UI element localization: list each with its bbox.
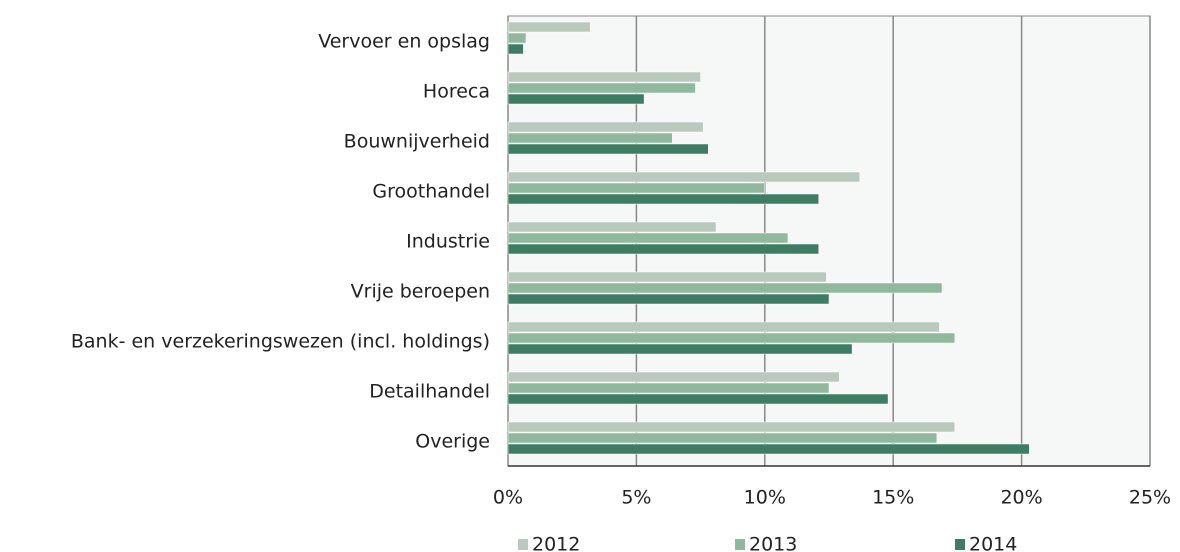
x-tick-label: 25% [1129, 487, 1171, 509]
legend-label: 2013 [749, 534, 797, 552]
y-tick-label: Vrije beroepen [351, 281, 490, 303]
legend-label: 2012 [532, 534, 580, 552]
y-tick-label: Detailhandel [369, 381, 490, 403]
bar [507, 193, 819, 205]
bar [507, 82, 696, 94]
bar [507, 43, 524, 55]
x-tick-label: 10% [744, 487, 786, 509]
bar [507, 121, 704, 133]
bar [507, 321, 940, 333]
bar [507, 282, 943, 294]
y-tick-label: Horeca [423, 81, 490, 103]
y-tick-label: Vervoer en opslag [318, 31, 490, 53]
bar [507, 71, 701, 83]
bar [507, 32, 527, 44]
bar [507, 382, 830, 394]
legend-swatch [518, 539, 528, 550]
bar [507, 132, 673, 144]
bar [507, 221, 717, 233]
bar [507, 182, 766, 194]
bar [507, 332, 956, 344]
x-tick-label: 15% [872, 487, 914, 509]
bar [507, 243, 819, 255]
legend-swatch [955, 539, 965, 550]
y-tick-label: Overige [415, 431, 490, 453]
bar [507, 371, 840, 383]
x-tick-label: 5% [621, 487, 651, 509]
bar [507, 232, 789, 244]
bar [507, 21, 591, 33]
y-tick-label: Bouwnijverheid [344, 131, 490, 153]
bar [507, 271, 827, 283]
x-tick-label: 20% [1000, 487, 1042, 509]
bar [507, 293, 830, 305]
bar [507, 421, 956, 433]
y-tick-label: Bank- en verzekeringswezen (incl. holdin… [71, 331, 490, 353]
bar [507, 93, 645, 105]
legend-swatch [735, 539, 745, 550]
bar [507, 171, 861, 183]
legend-label: 2014 [969, 534, 1017, 552]
bar [507, 443, 1030, 455]
bar [507, 143, 709, 155]
y-tick-label: Groothandel [372, 181, 490, 203]
bar [507, 432, 938, 444]
x-tick-label: 0% [493, 487, 523, 509]
y-tick-label: Industrie [406, 231, 490, 253]
bar [507, 393, 889, 405]
bar [507, 343, 853, 355]
